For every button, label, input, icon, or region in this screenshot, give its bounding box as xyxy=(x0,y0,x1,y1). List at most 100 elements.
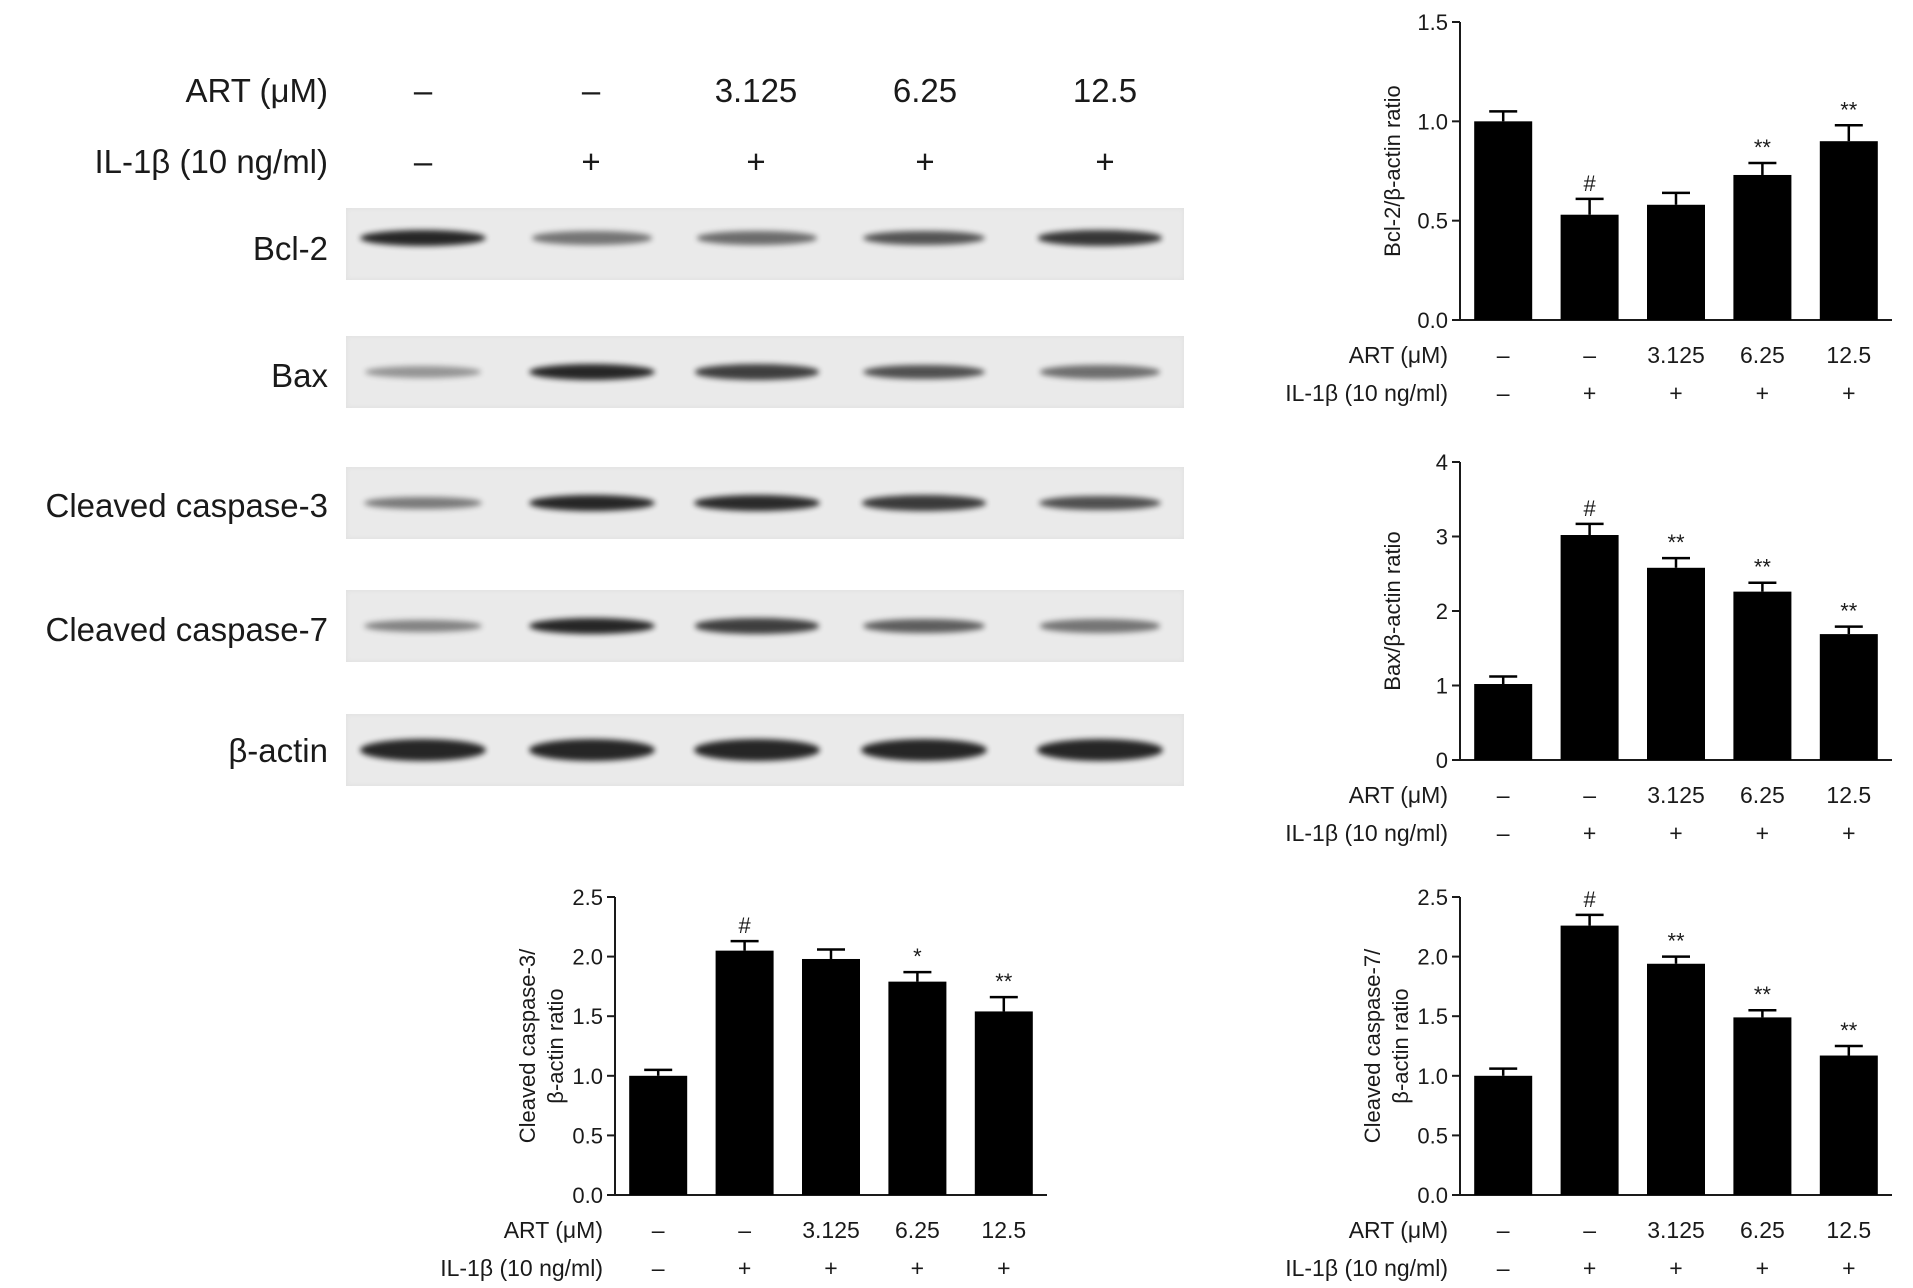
blot-band xyxy=(364,366,482,378)
blot-band xyxy=(694,495,820,511)
blot-strip xyxy=(346,336,1184,408)
il-value-label: – xyxy=(1497,820,1510,846)
blot-row-label: Bax xyxy=(271,357,328,394)
y-axis-label: β-actin ratio xyxy=(1388,988,1413,1103)
blot-band xyxy=(532,231,652,245)
il-value-label: – xyxy=(1497,1255,1510,1281)
blot-il-label: IL-1β (10 ng/ml) xyxy=(94,143,328,180)
y-axis-label: Bcl-2/β-actin ratio xyxy=(1380,85,1405,257)
art-row-label: ART (μM) xyxy=(1349,342,1448,368)
y-axis-label: Cleaved caspase-7/ xyxy=(1360,948,1385,1143)
il-value-label: + xyxy=(1756,820,1769,846)
significance-label: ** xyxy=(1840,1018,1858,1043)
y-tick-label: 0.0 xyxy=(1417,1183,1448,1208)
bar xyxy=(1560,214,1619,320)
y-axis-label: β-actin ratio xyxy=(543,988,568,1103)
bar xyxy=(1474,684,1533,760)
blot-strip xyxy=(346,714,1184,786)
caspase3-ratio-chart: 0.0 0.5 1.0 1.5 2.0 2.5 Cleaved caspase-3/β-ac… xyxy=(440,885,1047,1281)
blot-band xyxy=(363,496,483,510)
il-value-label: + xyxy=(1669,380,1682,406)
significance-label: ** xyxy=(1754,555,1772,580)
bar xyxy=(1647,204,1705,320)
il-value-label: + xyxy=(911,1255,924,1281)
y-tick-label: 1.0 xyxy=(1417,1064,1448,1089)
il-row-label: IL-1β (10 ng/ml) xyxy=(440,1255,603,1281)
art-value-label: 3.125 xyxy=(1647,1217,1705,1243)
y-tick-label: 1.5 xyxy=(572,1004,603,1029)
il-value-label: + xyxy=(997,1255,1010,1281)
blot-art-label: ART (μM) xyxy=(185,72,328,109)
art-value-label: 3.125 xyxy=(1647,342,1705,368)
art-value-label: 12.5 xyxy=(1826,342,1871,368)
il-value-label: + xyxy=(1669,1255,1682,1281)
bar xyxy=(1819,141,1878,320)
significance-label: ** xyxy=(1754,135,1772,160)
significance-label: # xyxy=(1583,171,1596,196)
art-value-label: – xyxy=(1583,342,1596,368)
y-tick-label: 0 xyxy=(1436,748,1448,773)
blot-il-value: + xyxy=(746,143,766,180)
y-tick-label: 1.0 xyxy=(572,1064,603,1089)
il-value-label: + xyxy=(1842,1255,1855,1281)
art-value-label: – xyxy=(1497,1217,1510,1243)
blot-art-value: – xyxy=(413,72,433,109)
blot-band xyxy=(529,364,655,380)
bcl2-ratio-chart: 0.0 0.5 1.0 1.5 Bcl-2/β-actin ratio – – # – +3.12… xyxy=(1285,10,1892,406)
bar xyxy=(1560,535,1619,760)
il-value-label: + xyxy=(1583,1255,1596,1281)
art-value-label: – xyxy=(1583,782,1596,808)
bar xyxy=(1560,925,1619,1195)
art-row-label: ART (μM) xyxy=(504,1217,603,1243)
y-tick-label: 1.5 xyxy=(1417,10,1448,35)
art-value-label: 6.25 xyxy=(1740,1217,1785,1243)
blot-band xyxy=(1040,365,1160,379)
art-value-label: 3.125 xyxy=(802,1217,860,1243)
art-value-label: 6.25 xyxy=(1740,782,1785,808)
art-row-label: ART (μM) xyxy=(1349,1217,1448,1243)
y-tick-label: 2.0 xyxy=(572,945,603,970)
blot-strip xyxy=(346,467,1184,539)
blot-band xyxy=(529,618,655,634)
blot-band xyxy=(360,739,486,761)
blot-band xyxy=(862,230,986,246)
bar xyxy=(802,958,860,1195)
bar xyxy=(974,1011,1033,1195)
il-value-label: + xyxy=(1842,820,1855,846)
blot-row-label: Cleaved caspase-7 xyxy=(45,611,329,648)
blot-row-label: Cleaved caspase-3 xyxy=(45,487,329,524)
bar xyxy=(1819,1055,1878,1195)
blot-il-value: – xyxy=(413,143,433,180)
blot-band xyxy=(529,495,655,511)
y-tick-label: 4 xyxy=(1436,450,1448,475)
significance-label: # xyxy=(738,913,751,938)
il-value-label: + xyxy=(738,1255,751,1281)
blot-band xyxy=(1040,619,1160,633)
blot-art-value: 12.5 xyxy=(1072,72,1138,109)
significance-label: ** xyxy=(995,969,1013,994)
blot-strip xyxy=(346,590,1184,662)
il-row-label: IL-1β (10 ng/ml) xyxy=(1285,820,1448,846)
il-value-label: – xyxy=(1497,380,1510,406)
blot-il-value: + xyxy=(915,143,935,180)
blot-band xyxy=(1038,495,1162,511)
blot-band xyxy=(1037,739,1163,761)
art-value-label: 6.25 xyxy=(895,1217,940,1243)
blot-il-value: + xyxy=(581,143,601,180)
il-value-label: + xyxy=(1583,380,1596,406)
bar xyxy=(1474,121,1533,320)
bax-ratio-chart: 0 1 2 3 4 Bax/β-actin ratio – – # – + ** 3.125 + ** 6.2… xyxy=(1285,450,1892,846)
art-value-label: 12.5 xyxy=(1826,782,1871,808)
y-tick-label: 2.0 xyxy=(1417,945,1448,970)
blot-band xyxy=(863,619,985,633)
il-row-label: IL-1β (10 ng/ml) xyxy=(1285,380,1448,406)
significance-label: ** xyxy=(1667,530,1685,555)
blot-band xyxy=(695,364,819,380)
bar xyxy=(888,981,947,1195)
blot-band xyxy=(529,739,655,761)
blot-band xyxy=(1037,230,1163,246)
y-tick-label: 2.5 xyxy=(572,885,603,910)
bar xyxy=(1733,591,1792,760)
bar xyxy=(1647,963,1705,1195)
blot-band xyxy=(694,739,820,761)
